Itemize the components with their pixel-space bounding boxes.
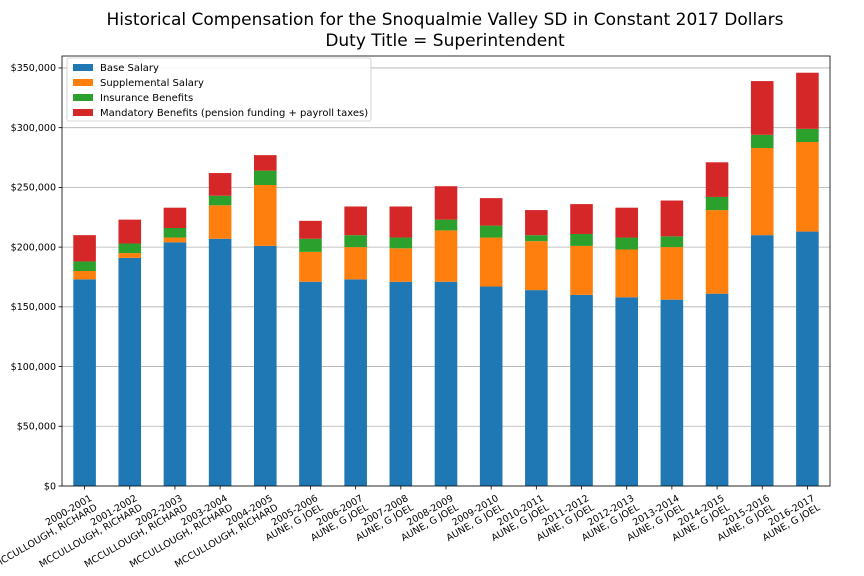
bar-segment <box>344 235 367 248</box>
bar-segment <box>163 237 187 243</box>
bar-segment <box>344 279 367 486</box>
bar-segment <box>254 185 277 246</box>
bar-segment <box>796 72 819 129</box>
bar-segment <box>208 195 232 206</box>
legend-label: Mandatory Benefits (pension funding + pa… <box>100 108 368 119</box>
bar-segment <box>525 210 548 236</box>
bar-segment <box>299 220 322 239</box>
bar-segment <box>615 207 638 238</box>
y-tick-label: $150,000 <box>11 302 56 313</box>
bar-segment <box>163 228 187 238</box>
bar-segment <box>434 219 458 231</box>
bar-segment <box>705 293 729 486</box>
y-tick-label: $200,000 <box>11 242 56 253</box>
bar-segment <box>660 236 684 248</box>
bar-segment <box>705 210 729 294</box>
y-tick-label: $300,000 <box>11 123 56 134</box>
bar-segment <box>208 238 232 486</box>
bar-segment <box>570 245 593 295</box>
chart-title: Historical Compensation for the Snoqualm… <box>106 10 783 30</box>
legend-swatch <box>73 94 93 101</box>
bar-segment <box>434 186 458 220</box>
bar-segment <box>389 248 413 282</box>
bar-segment <box>299 281 322 486</box>
bar-segment <box>434 281 458 486</box>
legend-swatch <box>73 79 93 86</box>
bar-segment <box>73 261 96 271</box>
bars <box>73 72 819 486</box>
y-tick-label: $250,000 <box>11 183 56 194</box>
bar-segment <box>389 237 413 249</box>
legend: Base Salary Supplemental Salary Insurance … <box>66 57 372 122</box>
chart-subtitle: Duty Title = Superintendent <box>325 31 565 51</box>
bar-segment <box>796 128 819 142</box>
bar-segment <box>73 279 96 486</box>
bar-segment <box>615 297 638 486</box>
bar-segment <box>750 147 774 236</box>
bar-segment <box>705 196 729 211</box>
bar-segment <box>254 245 277 486</box>
bar-segment <box>570 233 593 246</box>
bar-segment <box>254 170 277 185</box>
bar-segment <box>299 238 322 252</box>
legend-swatch <box>73 64 93 71</box>
bar-segment <box>479 225 503 238</box>
bar-segment <box>479 198 503 226</box>
legend-label: Base Salary <box>100 63 159 74</box>
bar-segment <box>163 207 187 228</box>
bar-segment <box>299 251 322 282</box>
bar-segment <box>750 235 774 486</box>
bar-segment <box>479 237 503 287</box>
bar-segment <box>118 243 142 254</box>
bar-segment <box>705 162 729 197</box>
bar-segment <box>389 206 413 238</box>
bar-segment <box>525 290 548 486</box>
bar-segment <box>118 257 142 486</box>
bar-segment <box>73 271 96 280</box>
bar-segment <box>434 230 458 282</box>
bar-segment <box>479 286 503 486</box>
bar-segment <box>389 281 413 486</box>
bar-segment <box>750 134 774 148</box>
bar-segment <box>163 242 187 486</box>
bar-segment <box>660 200 684 237</box>
y-tick-label: $350,000 <box>11 63 56 74</box>
bar-segment <box>525 241 548 291</box>
plot-frame <box>61 55 831 487</box>
legend-label: Insurance Benefits <box>100 93 193 104</box>
bar-segment <box>660 299 684 486</box>
bar-segment <box>73 235 96 262</box>
bar-segment <box>796 142 819 232</box>
bar-segment <box>525 235 548 242</box>
y-tick-label: $0 <box>44 481 56 492</box>
legend-box <box>66 57 372 122</box>
bar-segment <box>796 231 819 486</box>
bar-segment <box>208 205 232 239</box>
y-tick-label: $50,000 <box>17 422 56 433</box>
bar-segment <box>344 206 367 236</box>
bar-segment <box>118 253 142 258</box>
bar-segment <box>118 219 142 244</box>
bar-segment <box>750 81 774 135</box>
legend-label: Supplemental Salary <box>100 78 204 89</box>
bar-segment <box>615 237 638 250</box>
bar-segment <box>344 247 367 280</box>
bar-segment <box>660 247 684 300</box>
bar-segment <box>615 249 638 298</box>
bar-segment <box>570 294 593 486</box>
bar-segment <box>254 155 277 171</box>
legend-swatch <box>73 109 93 116</box>
y-tick-label: $100,000 <box>11 362 56 373</box>
bar-segment <box>208 173 232 196</box>
bar-segment <box>570 204 593 234</box>
